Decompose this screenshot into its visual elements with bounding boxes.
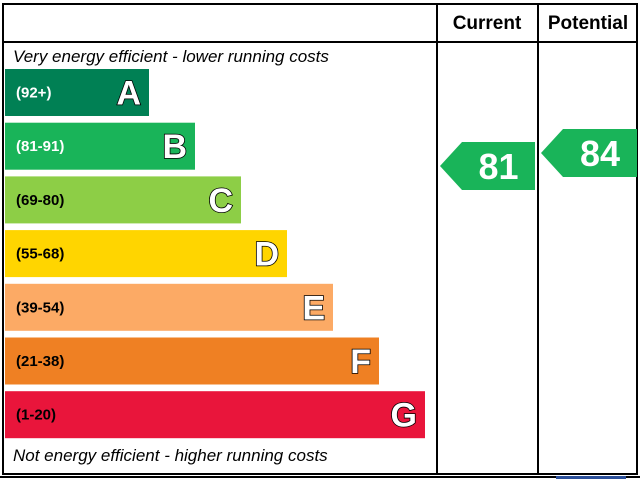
band-f-bar: [5, 337, 379, 385]
top-caption: Very energy efficient - lower running co…: [13, 47, 329, 66]
band-b-letter: B: [162, 128, 187, 166]
potential-arrow: [541, 129, 637, 177]
band-g-letter: G: [391, 397, 417, 435]
band-a-letter: A: [116, 75, 141, 113]
band-a-range: (92+): [16, 85, 51, 102]
score-arrows: 81 84: [440, 129, 637, 190]
band-d-bar: [5, 230, 287, 278]
band-c-letter: C: [208, 182, 233, 220]
band-b-bar: [5, 122, 195, 170]
band-d-range: (55-68): [16, 246, 64, 263]
band-g-range: (1-20): [16, 407, 56, 424]
chart-frame: [2, 3, 638, 475]
bottom-caption: Not energy efficient - higher running co…: [13, 446, 328, 465]
header-potential: Potential: [548, 13, 628, 34]
band-f-range: (21-38): [16, 353, 64, 370]
band-b-range: (81-91): [16, 138, 64, 155]
band-d-letter: D: [254, 236, 279, 274]
bottom-right-marker: [556, 476, 626, 479]
band-e-bar: [5, 283, 333, 331]
rating-bands: (92+) A (81-91) B (69-80) C (55-68) D (39-54) E (2…: [5, 69, 425, 439]
band-c-bar: [5, 176, 241, 224]
band-a-bar: [5, 69, 149, 116]
band-c-range: (69-80): [16, 192, 64, 209]
current-score: 81: [478, 146, 518, 187]
band-g-bar: [5, 391, 425, 439]
header-current: Current: [453, 13, 522, 34]
band-e-range: (39-54): [16, 299, 64, 316]
potential-score: 84: [580, 133, 620, 174]
band-f-letter: F: [350, 343, 371, 381]
band-e-letter: E: [302, 289, 325, 327]
current-arrow: [440, 142, 535, 190]
